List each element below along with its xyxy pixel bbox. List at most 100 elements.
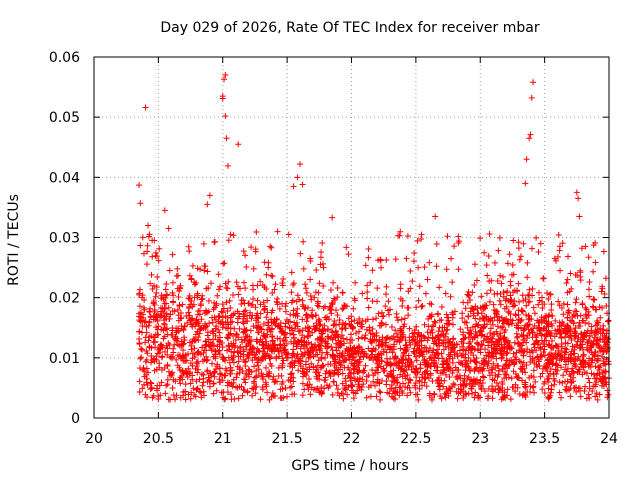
data-point-marker: [365, 245, 372, 252]
data-point-marker: [440, 358, 447, 365]
data-point-marker: [535, 301, 542, 308]
data-point-marker: [548, 312, 555, 319]
data-point-marker: [559, 379, 566, 386]
data-point-marker: [397, 285, 404, 292]
data-point-marker: [483, 262, 490, 269]
data-point-marker: [514, 333, 521, 340]
data-point-marker: [449, 279, 456, 286]
data-point-marker: [530, 374, 537, 381]
data-point-marker: [464, 324, 471, 331]
data-point-marker: [538, 332, 545, 339]
data-point-marker: [585, 320, 592, 327]
data-point-marker: [573, 296, 580, 303]
data-point-marker: [432, 319, 439, 326]
data-point-marker: [315, 316, 322, 323]
data-point-marker: [483, 290, 490, 297]
data-point-marker: [191, 345, 198, 352]
data-point-marker: [524, 274, 531, 281]
data-point-marker: [242, 252, 249, 259]
data-point-marker: [137, 355, 144, 362]
data-point-marker: [515, 239, 522, 246]
data-point-marker: [562, 386, 569, 393]
data-point-marker: [428, 327, 435, 334]
data-point-marker: [576, 319, 583, 326]
data-point-marker: [235, 353, 242, 360]
data-point-marker: [247, 327, 254, 334]
data-point-marker: [388, 393, 395, 400]
data-point-marker: [592, 306, 599, 313]
data-point-marker: [451, 243, 458, 250]
data-point-marker: [274, 295, 281, 302]
data-point-marker: [402, 342, 409, 349]
data-point-marker: [556, 243, 563, 250]
data-point-marker: [496, 386, 503, 393]
data-point-marker: [329, 214, 336, 221]
data-point-marker: [235, 395, 242, 402]
data-point-marker: [209, 319, 216, 326]
data-point-marker: [376, 388, 383, 395]
data-point-marker: [206, 192, 213, 199]
data-point-marker: [193, 378, 200, 385]
data-point-marker: [343, 244, 350, 251]
data-point-marker: [194, 349, 201, 356]
data-point-marker: [149, 286, 156, 293]
data-point-marker: [465, 313, 472, 320]
data-point-marker: [185, 365, 192, 372]
data-point-marker: [328, 300, 335, 307]
data-point-marker: [367, 393, 374, 400]
data-point-marker: [300, 373, 307, 380]
data-point-marker: [383, 349, 390, 356]
data-point-marker: [181, 334, 188, 341]
data-point-marker: [303, 318, 310, 325]
data-point-marker: [328, 343, 335, 350]
data-point-marker: [377, 396, 384, 403]
data-point-marker: [188, 297, 195, 304]
data-point-marker: [312, 289, 319, 296]
data-point-marker: [523, 362, 530, 369]
data-point-marker: [576, 345, 583, 352]
data-point-marker: [175, 317, 182, 324]
data-point-marker: [319, 239, 326, 246]
data-point-marker: [270, 318, 277, 325]
data-point-marker: [523, 302, 530, 309]
data-point-marker: [243, 264, 250, 271]
data-point-marker: [364, 282, 371, 289]
data-point-marker: [287, 311, 294, 318]
data-point-marker: [382, 303, 389, 310]
data-point-marker: [336, 317, 343, 324]
data-point-marker: [148, 271, 155, 278]
data-point-marker: [329, 391, 336, 398]
data-point-marker: [586, 379, 593, 386]
data-point-marker: [415, 297, 422, 304]
data-point-marker: [494, 373, 501, 380]
data-point-marker: [405, 288, 412, 295]
data-point-marker: [460, 299, 467, 306]
data-point-marker: [147, 386, 154, 393]
data-point-marker: [416, 385, 423, 392]
data-point-marker: [593, 318, 600, 325]
data-point-marker: [555, 298, 562, 305]
data-point-marker: [290, 378, 297, 385]
data-point-marker: [363, 394, 370, 401]
data-point-marker: [516, 298, 523, 305]
data-point-marker: [279, 378, 286, 385]
data-point-marker: [417, 365, 424, 372]
data-point-marker: [564, 340, 571, 347]
data-point-marker: [404, 233, 411, 240]
data-point-marker: [558, 364, 565, 371]
data-point-marker: [294, 292, 301, 299]
data-point-marker: [290, 307, 297, 314]
data-point-marker: [161, 324, 168, 331]
data-point-marker: [422, 290, 429, 297]
data-point-marker: [137, 303, 144, 310]
data-point-marker: [290, 183, 297, 190]
data-point-marker: [242, 285, 249, 292]
data-point-marker: [527, 131, 534, 138]
data-point-marker: [448, 383, 455, 390]
data-point-marker: [585, 254, 592, 261]
data-point-marker: [540, 275, 547, 282]
data-point-marker: [321, 385, 328, 392]
data-point-marker: [507, 282, 514, 289]
y-axis-label: ROTI / TECUs: [6, 194, 22, 286]
data-point-marker: [154, 317, 161, 324]
